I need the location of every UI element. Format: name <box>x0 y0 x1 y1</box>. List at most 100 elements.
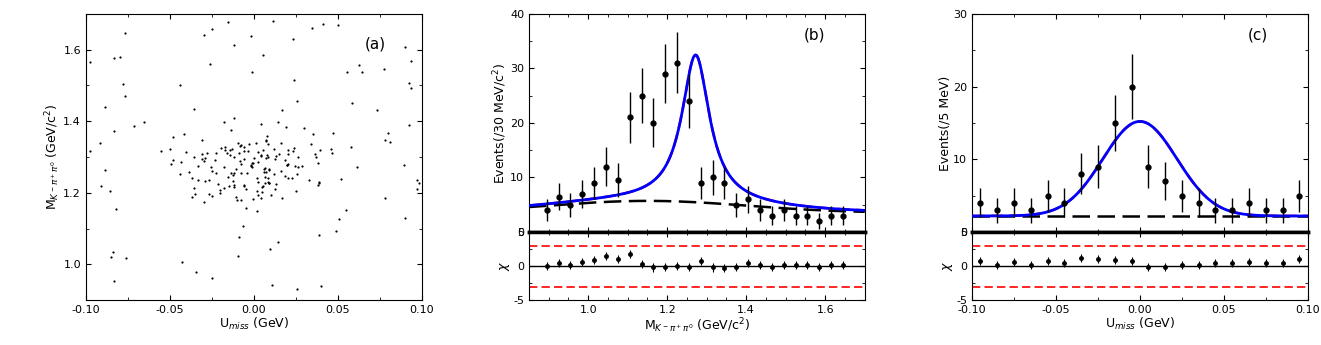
Point <box>408 180 429 186</box>
Point <box>223 154 244 159</box>
Point <box>277 161 299 167</box>
Point <box>243 160 264 166</box>
Point <box>236 170 258 176</box>
Point <box>226 194 247 200</box>
Point <box>238 148 259 154</box>
Point <box>284 163 305 169</box>
Point <box>230 142 251 148</box>
Point <box>264 186 285 191</box>
Point <box>251 153 272 158</box>
Point <box>285 286 306 292</box>
Y-axis label: Events(/5 MeV): Events(/5 MeV) <box>939 75 951 170</box>
Point <box>247 208 268 214</box>
Point <box>255 137 276 142</box>
Point <box>288 154 309 159</box>
Point <box>254 167 275 172</box>
Point <box>234 156 255 161</box>
Point <box>193 200 214 205</box>
Point <box>247 192 268 198</box>
Point <box>248 150 269 155</box>
Point <box>243 155 264 161</box>
Point <box>181 195 202 200</box>
Point <box>276 162 297 168</box>
Point <box>400 58 421 64</box>
Point <box>192 151 213 157</box>
Point <box>218 19 239 24</box>
Point <box>321 150 342 156</box>
Point <box>123 124 144 129</box>
Point <box>252 183 273 188</box>
Point <box>287 99 308 104</box>
Point <box>79 149 100 154</box>
Point <box>341 145 362 150</box>
Point <box>99 188 120 193</box>
Point <box>207 181 229 187</box>
Point <box>188 164 209 169</box>
Point <box>232 223 254 228</box>
Point <box>205 151 226 156</box>
Point <box>218 183 239 189</box>
Point <box>275 157 296 163</box>
Point <box>246 140 267 146</box>
Point <box>246 176 267 181</box>
Point <box>210 146 231 151</box>
Point <box>277 148 299 153</box>
Point <box>103 278 124 284</box>
Point <box>100 254 122 259</box>
Point <box>229 253 250 259</box>
Point <box>112 81 133 87</box>
Point <box>247 159 268 165</box>
Point <box>326 228 347 234</box>
Point <box>214 119 235 125</box>
Point <box>209 191 230 196</box>
Point <box>374 67 395 72</box>
Point <box>185 191 206 197</box>
Point <box>240 33 262 39</box>
Point <box>234 183 255 189</box>
Point <box>275 124 296 130</box>
Point <box>234 148 255 154</box>
Point <box>258 167 279 173</box>
Point <box>309 179 330 185</box>
Point <box>169 82 190 88</box>
Point <box>263 171 284 177</box>
Point <box>162 134 184 139</box>
Point <box>235 205 256 210</box>
X-axis label: M$_{K^-\pi^+\pi^0}$ (GeV/c$^2$): M$_{K^-\pi^+\pi^0}$ (GeV/c$^2$) <box>643 316 750 335</box>
Text: (b): (b) <box>804 28 826 43</box>
Point <box>276 162 297 168</box>
Point <box>194 178 215 183</box>
Point <box>201 165 222 170</box>
Point <box>161 162 182 167</box>
Point <box>197 150 218 156</box>
Point <box>90 140 111 146</box>
Point <box>400 85 421 90</box>
Point <box>227 140 248 146</box>
Point <box>346 165 367 170</box>
X-axis label: U$_{miss}$ (GeV): U$_{miss}$ (GeV) <box>1104 316 1176 333</box>
Point <box>91 184 112 189</box>
Point <box>222 146 243 152</box>
Point <box>258 141 279 147</box>
Point <box>258 175 279 181</box>
Point <box>110 55 131 60</box>
Point <box>223 184 244 189</box>
Point <box>205 157 226 163</box>
Point <box>328 216 349 221</box>
Point <box>94 168 115 173</box>
Point <box>328 22 349 28</box>
Point <box>169 171 190 177</box>
Point <box>221 170 242 175</box>
Y-axis label: $\chi$: $\chi$ <box>498 261 511 271</box>
Y-axis label: $\chi$: $\chi$ <box>941 261 955 271</box>
Point <box>288 164 309 170</box>
Point <box>198 178 219 183</box>
Point <box>178 169 199 175</box>
Point <box>234 182 255 187</box>
Point <box>312 22 333 27</box>
Point <box>254 180 275 186</box>
Point <box>162 158 184 163</box>
Point <box>407 177 428 183</box>
Point <box>229 235 250 240</box>
Point <box>95 104 116 109</box>
